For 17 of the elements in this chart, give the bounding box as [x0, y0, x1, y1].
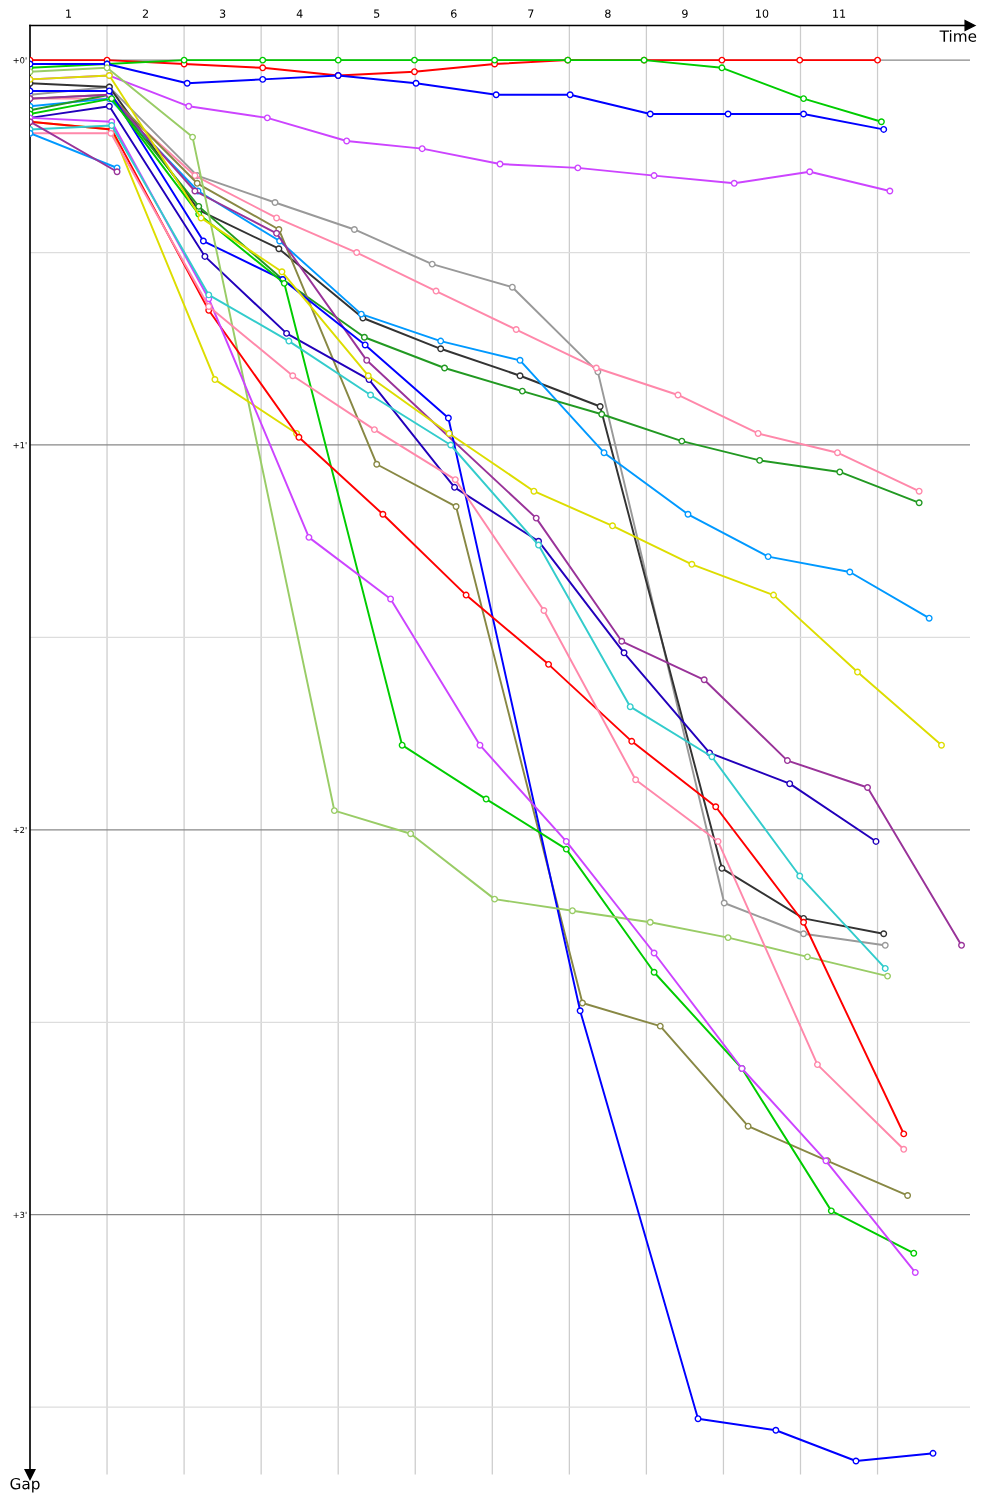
y-tick-label: +0'	[13, 57, 27, 64]
x-tick-label: 4	[296, 9, 303, 18]
x-tick-label: 3	[219, 9, 226, 18]
x-tick-label: 1	[66, 9, 72, 18]
x-tick-label: 6	[451, 9, 457, 18]
x-tick-label: 8	[605, 9, 611, 18]
y-tick-label: +1'	[13, 442, 27, 449]
x-tick-label: 7	[528, 9, 534, 18]
x-tick-label: 10	[756, 9, 769, 18]
y-axis-title: Gap	[10, 1477, 40, 1493]
x-tick-label: 11	[833, 9, 846, 18]
y-tick-label: +3'	[13, 1211, 27, 1218]
x-tick-label: 5	[374, 9, 380, 18]
x-tick-label: 9	[682, 9, 688, 18]
x-tick-label: 2	[142, 9, 148, 18]
y-tick-label: +2'	[13, 826, 27, 834]
x-axis-title: Time	[939, 30, 977, 42]
